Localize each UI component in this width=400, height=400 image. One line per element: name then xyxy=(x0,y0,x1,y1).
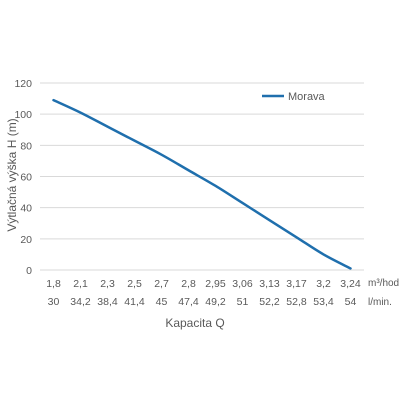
x-tick-label-m3h: 2,1 xyxy=(73,278,88,290)
y-axis-title: Výtlačná výška H (m) xyxy=(5,118,19,231)
series-group xyxy=(52,98,352,270)
series-line-morava xyxy=(52,98,352,270)
x-tick-label-m3h: 3,13 xyxy=(259,278,280,290)
x-axis-title: Kapacita Q xyxy=(165,316,224,330)
x-axis-unit-lmin: l/min. xyxy=(368,297,392,308)
y-tick-labels: 0 20 40 60 80 100 120 xyxy=(14,78,32,277)
y-tick-label: 0 xyxy=(26,265,32,277)
x-tick-label-lmin: 45 xyxy=(156,296,168,308)
x-tick-label-lmin: 30 xyxy=(48,296,60,308)
x-tick-label-lmin: 52,8 xyxy=(286,296,307,308)
x-tick-label-m3h: 3,17 xyxy=(286,278,307,290)
x-tick-label-m3h: 3,2 xyxy=(316,278,331,290)
x-tick-label-lmin: 47,4 xyxy=(178,296,199,308)
x-tick-label-lmin: 51 xyxy=(237,296,249,308)
x-tick-label-lmin: 49,2 xyxy=(205,296,226,308)
x-tick-label-m3h: 3,24 xyxy=(340,278,361,290)
y-tick-label: 100 xyxy=(14,109,32,121)
x-tick-label-m3h: 3,06 xyxy=(232,278,253,290)
x-tick-label-m3h: 2,95 xyxy=(205,278,226,290)
x-tick-label-lmin: 34,2 xyxy=(70,296,91,308)
x-tick-label-m3h: 1,8 xyxy=(46,278,61,290)
x-tick-label-m3h: 2,7 xyxy=(154,278,169,290)
x-tick-label-m3h: 2,8 xyxy=(181,278,196,290)
y-tick-label: 20 xyxy=(20,234,32,246)
grid-lines xyxy=(40,82,364,271)
y-tick-label: 80 xyxy=(20,140,32,152)
y-tick-label: 120 xyxy=(14,78,32,90)
x-tick-labels: 1,8 2,1 2,3 2,5 2,7 2,8 2,95 3,06 3,13 3,17 3,2 3,2… xyxy=(46,278,361,308)
x-axis-unit-m3h: m³/hod. xyxy=(368,278,400,289)
x-tick-label-m3h: 2,5 xyxy=(127,278,142,290)
legend-label: Morava xyxy=(288,91,326,103)
y-tick-label: 40 xyxy=(20,203,32,215)
x-tick-label-lmin: 52,2 xyxy=(259,296,280,308)
x-tick-label-lmin: 54 xyxy=(345,296,357,308)
x-tick-label-lmin: 53,4 xyxy=(313,296,334,308)
y-tick-label: 60 xyxy=(20,172,32,184)
x-tick-label-lmin: 41,4 xyxy=(124,296,145,308)
legend: Morava xyxy=(262,91,326,103)
x-tick-label-m3h: 2,3 xyxy=(100,278,115,290)
x-tick-label-lmin: 38,4 xyxy=(97,296,118,308)
